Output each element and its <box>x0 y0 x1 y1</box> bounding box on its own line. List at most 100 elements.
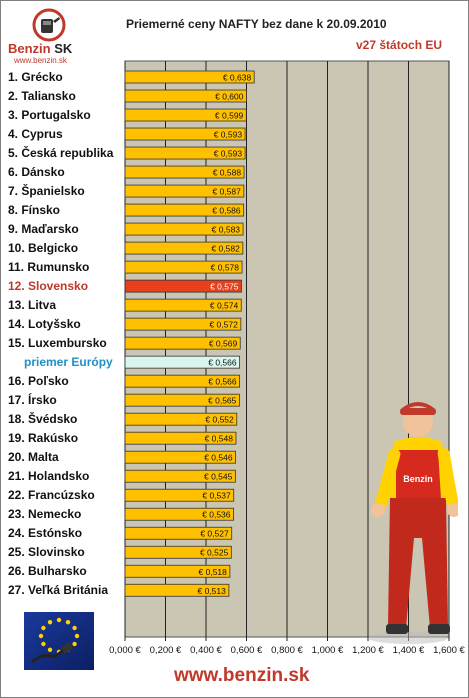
eu-star-icon <box>56 617 62 623</box>
bar-value-label: € 0,548 <box>205 434 234 444</box>
average-label: priemer Európy <box>24 355 113 370</box>
x-tick-label: 1,200 € <box>352 645 384 656</box>
bar <box>124 583 230 597</box>
bar-value-label: € 0,552 <box>205 415 234 425</box>
country-label: 8. Fínsko <box>8 203 61 218</box>
bar <box>124 108 247 122</box>
bar <box>124 450 236 464</box>
country-label: 17. Írsko <box>8 393 57 408</box>
chart-subtitle: v27 štátoch EU <box>356 38 443 52</box>
bar <box>124 374 241 388</box>
bar <box>124 165 245 179</box>
bar <box>124 241 244 255</box>
x-tick-label: 0,600 € <box>231 645 263 656</box>
bar-value-label: € 0,575 <box>210 282 239 292</box>
bar <box>124 298 242 312</box>
benzin-logo[interactable]: Benzin SK www.benzin.sk <box>8 8 90 66</box>
bar-value-label: € 0,586 <box>212 206 241 216</box>
country-label: 18. Švédsko <box>8 412 78 427</box>
bar-average <box>124 355 241 369</box>
country-label: 16. Poľsko <box>8 374 69 389</box>
bar-value-label: € 0,537 <box>202 491 231 501</box>
bar-value-label: € 0,513 <box>198 586 227 596</box>
bar-value-label: € 0,565 <box>208 396 237 406</box>
country-label: 21. Holandsko <box>8 469 90 484</box>
bar-value-label: € 0,536 <box>202 510 231 520</box>
eu-star-icon <box>72 641 77 647</box>
x-tick-label: 0,800 € <box>271 645 303 656</box>
eu-star-icon <box>72 625 77 631</box>
bar-value-label: € 0,583 <box>212 225 241 235</box>
bar <box>124 89 247 103</box>
country-label: 22. Francúzsko <box>8 488 95 503</box>
bar <box>124 222 244 236</box>
bar <box>124 564 231 578</box>
bar-value-label: € 0,574 <box>210 301 239 311</box>
bar <box>124 203 245 217</box>
mascot-shirt-logo: Benzin <box>403 474 433 484</box>
bar-value-label: € 0,593 <box>214 149 243 159</box>
country-label: 23. Nemecko <box>8 507 82 522</box>
x-tick-label: 1,000 € <box>312 645 344 656</box>
bar-value-label: € 0,587 <box>212 187 241 197</box>
bar <box>124 146 246 160</box>
bar-value-label: € 0,545 <box>204 472 233 482</box>
bar <box>124 507 234 521</box>
bar <box>124 545 232 559</box>
x-tick-label: 1,400 € <box>393 645 425 656</box>
bar <box>124 393 240 407</box>
country-label: 26. Bulharsko <box>8 564 87 579</box>
chart-title: Priemerné ceny NAFTY bez dane k 20.09.20… <box>126 17 387 31</box>
bar <box>124 488 235 502</box>
eu-star-icon <box>65 619 71 625</box>
bar <box>124 260 243 274</box>
x-tick-label: 0,200 € <box>150 645 182 656</box>
footer-url[interactable]: www.benzin.sk <box>174 665 310 686</box>
eu-star-icon <box>47 647 53 653</box>
country-label: 27. Veľká Británia <box>8 583 109 598</box>
bar-value-label: € 0,572 <box>209 320 238 330</box>
bar <box>124 70 255 84</box>
bar-value-label: € 0,599 <box>215 111 244 121</box>
country-label: 15. Luxembursko <box>8 336 107 351</box>
bar <box>124 317 242 331</box>
fuel-attendant-mascot-image: Benzin <box>368 402 458 644</box>
bar <box>124 526 233 540</box>
eu-star-icon <box>74 633 80 639</box>
country-label: 6. Dánsko <box>8 165 65 180</box>
x-tick-label: 0,000 € <box>109 645 141 656</box>
bar <box>124 431 237 445</box>
eu-star-icon <box>47 619 53 625</box>
fuel-nozzle-icon <box>32 8 66 42</box>
bar-value-label: € 0,569 <box>209 339 238 349</box>
country-label: 19. Rakúsko <box>8 431 79 446</box>
country-label: 3. Portugalsko <box>8 108 91 123</box>
country-label: 24. Estónsko <box>8 526 83 541</box>
bar-value-label: € 0,546 <box>204 453 233 463</box>
country-label: 7. Španielsko <box>8 184 85 199</box>
logo-name-suffix: SK <box>54 41 73 56</box>
country-label: 5. Česká republika <box>8 146 114 161</box>
country-label: 10. Belgicko <box>8 241 79 256</box>
country-label: 14. Lotyšsko <box>8 317 81 332</box>
bar-value-label: € 0,518 <box>199 567 228 577</box>
bar <box>124 336 241 350</box>
bar-value-label: € 0,566 <box>208 377 237 387</box>
country-label: 11. Rumunsko <box>8 260 90 275</box>
bar-value-label: € 0,582 <box>211 244 240 254</box>
x-tick-label: 0,400 € <box>190 645 222 656</box>
country-label: 4. Cyprus <box>8 127 63 142</box>
bar-value-label: € 0,638 <box>223 73 252 83</box>
bar-value-label: € 0,588 <box>213 168 242 178</box>
bar-value-label: € 0,566 <box>208 358 237 368</box>
category-labels: 1. Grécko 2. Taliansko 3. Portugalsko 4. Cy… <box>0 0 125 698</box>
country-label: 13. Litva <box>8 298 57 313</box>
eu-star-icon <box>38 633 44 639</box>
bar-highlight <box>124 279 242 293</box>
x-tick-label: 1,600 € <box>433 645 465 656</box>
logo-url[interactable]: www.benzin.sk <box>14 56 67 65</box>
bar-value-label: € 0,578 <box>211 263 240 273</box>
country-label: 12. Slovensko <box>8 279 89 294</box>
eu-star-icon <box>41 625 46 631</box>
